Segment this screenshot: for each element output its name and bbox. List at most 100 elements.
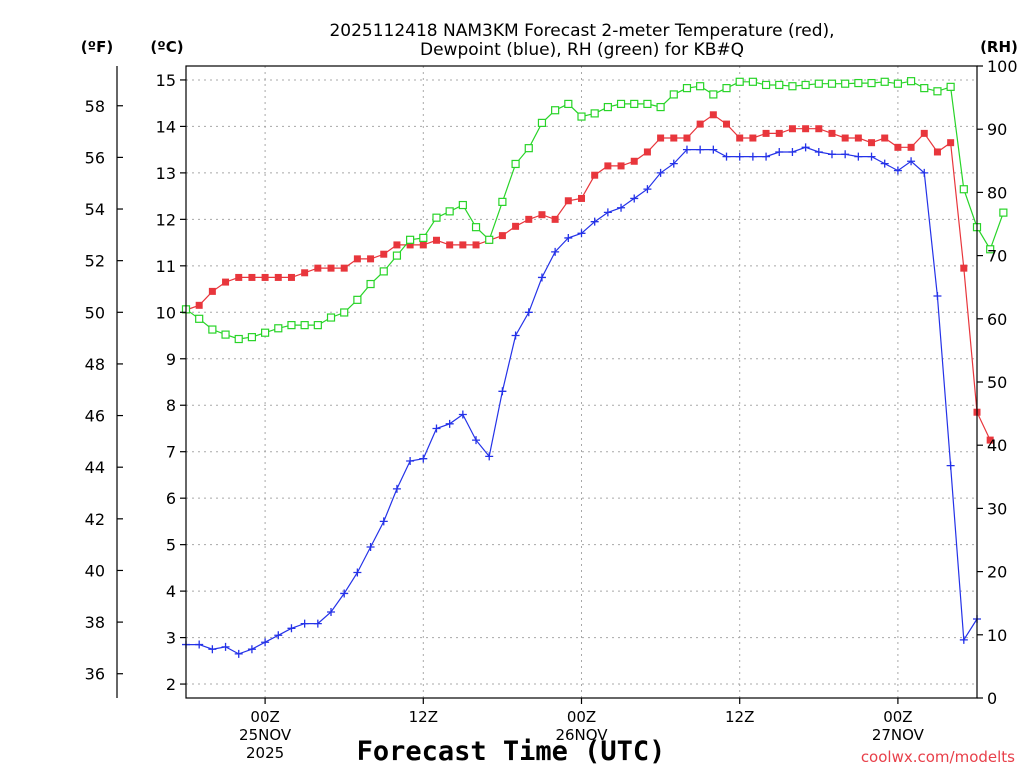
dewpoint-point (696, 145, 705, 154)
dewpoint-point (709, 145, 718, 154)
temperature-point (986, 436, 994, 444)
x-tick-label: 00Z (250, 708, 279, 726)
rh-point (432, 213, 441, 222)
temperature-point (749, 134, 757, 142)
dewpoint-point (656, 168, 665, 177)
x-tick-label: 25NOV (239, 726, 292, 744)
temperature-point (578, 194, 585, 202)
dewpoint-point (630, 194, 639, 203)
celsius-tick-label: 5 (166, 536, 176, 555)
temperature-point (248, 273, 256, 281)
fahrenheit-tick-label: 36 (85, 665, 105, 684)
temperature-point (775, 129, 783, 137)
chart-title-line-2: Dewpoint (blue), RH (green) for KB#Q (420, 40, 744, 60)
rh-point (590, 109, 599, 118)
temperature-point (762, 129, 770, 137)
temperature-point (393, 241, 401, 249)
rh-point (274, 324, 283, 333)
fahrenheit-tick-label: 46 (85, 407, 105, 426)
temperature-point (406, 241, 414, 249)
rh-tick-label: 30 (987, 499, 1007, 518)
temperature-point (802, 125, 810, 133)
temperature-point (538, 211, 546, 219)
x-tick-label: 12Z (725, 708, 754, 726)
temperature-point (446, 241, 454, 249)
rh-point (458, 200, 467, 210)
rh-point (551, 106, 560, 115)
rh-tick-label: 70 (987, 247, 1007, 266)
dewpoint-point (537, 273, 546, 282)
temperature-point (815, 125, 823, 133)
dewpoint-point (933, 292, 942, 301)
dewpoint-point (603, 208, 612, 217)
dewpoint-point (775, 147, 784, 156)
fahrenheit-tick-label: 44 (85, 458, 105, 477)
rh-point (801, 80, 810, 90)
rh-point (208, 325, 217, 334)
dewpoint-point (195, 640, 204, 649)
x-tick-label: 12Z (409, 708, 438, 726)
temperature-point (419, 241, 427, 249)
rh-point (419, 233, 428, 243)
dewpoint-point (485, 452, 494, 461)
rh-point (537, 118, 547, 127)
temperature-point (380, 250, 388, 258)
dewpoint-point (261, 638, 270, 647)
rh-point (471, 223, 481, 232)
rh-point (906, 77, 916, 86)
credit-text: coolwx.com/modelts (861, 748, 1015, 766)
dewpoint-point (564, 233, 573, 242)
tick-layer: 2345678910111213141536384042444648505254… (85, 57, 1018, 762)
rh-point (761, 80, 771, 90)
temperature-point (498, 232, 506, 240)
temperature-point (512, 222, 520, 230)
dewpoint-point (893, 166, 902, 175)
dewpoint-point (735, 152, 744, 161)
temperature-point (933, 148, 941, 156)
dewpoint-point (392, 484, 401, 493)
rh-point (366, 279, 375, 289)
temperature-point (459, 241, 467, 249)
rh-point (445, 207, 454, 216)
fahrenheit-tick-label: 58 (85, 97, 105, 116)
dewpoint-point (722, 152, 731, 161)
fahrenheit-tick-label: 52 (85, 252, 105, 271)
celsius-tick-label: 2 (166, 675, 176, 694)
temperature-point (274, 273, 282, 281)
temperature-point (367, 255, 375, 263)
temperature-point (525, 215, 533, 223)
rh-point (313, 321, 322, 330)
celsius-tick-label: 10 (156, 303, 176, 322)
rh-point (234, 334, 243, 344)
rh-point (643, 99, 652, 109)
rh-tick-label: 100 (987, 57, 1018, 76)
rh-point (696, 82, 705, 91)
celsius-tick-label: 15 (156, 71, 176, 90)
temperature-point (894, 143, 902, 151)
x-axis-label: Forecast Time (UTC) (357, 736, 666, 767)
rh-point (709, 90, 718, 99)
rh-point (300, 321, 309, 330)
rh-point (841, 79, 850, 88)
celsius-tick-label: 7 (166, 443, 176, 462)
temperature-point (696, 120, 704, 128)
dewpoint-point (353, 568, 362, 577)
rh-tick-label: 60 (987, 310, 1007, 329)
rh-point (933, 87, 942, 96)
temperature-point (670, 134, 678, 142)
rh-point (748, 77, 757, 86)
dewpoint-point (300, 619, 309, 628)
dewpoint-point (234, 649, 243, 658)
temperature-point (947, 139, 955, 147)
rh-point (524, 144, 533, 153)
temperature-point (709, 111, 717, 119)
rh-point (353, 295, 362, 304)
celsius-tick-label: 8 (166, 396, 176, 415)
rh-series-line (185, 80, 1004, 340)
x-tick-label: 00Z (883, 708, 912, 726)
x-tick-label: 2025 (246, 744, 284, 762)
temperature-point (353, 255, 361, 263)
rh-point (630, 99, 639, 109)
temperature-point (868, 139, 876, 147)
